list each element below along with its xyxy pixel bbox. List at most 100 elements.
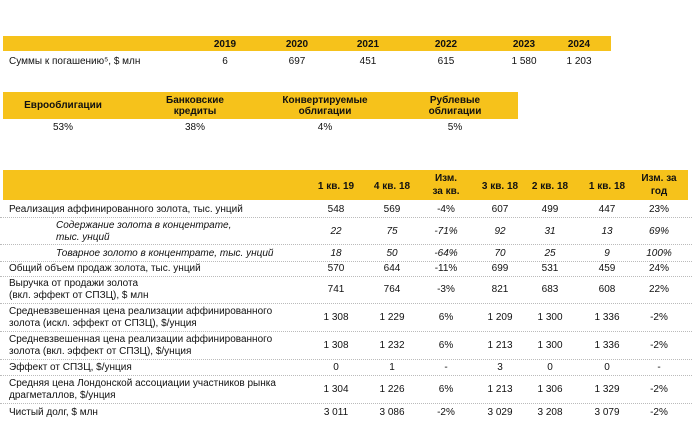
row-label: Эффект от СПЗЦ, $/унция	[9, 362, 132, 373]
debt-share-value: 5%	[447, 122, 463, 133]
cell-value: 570	[327, 263, 345, 274]
cell-value: -11%	[434, 263, 458, 274]
cell-value: 1 306	[537, 384, 563, 395]
year-header: 2019	[213, 39, 237, 50]
cell-value: 3 079	[594, 407, 620, 418]
cell-value: 3 029	[487, 407, 513, 418]
cell-value: 3 208	[537, 407, 563, 418]
cell-value: -2%	[650, 312, 668, 323]
row-label: Товарное золото в концентрате, тыс. унци…	[56, 248, 274, 259]
cell-value: 1 300	[537, 312, 563, 323]
redemption-value: 1 580	[511, 56, 537, 67]
year-header: 2023	[512, 39, 536, 50]
row-divider	[0, 403, 692, 404]
cell-value: 3	[497, 362, 503, 373]
cell-value: 50	[386, 248, 398, 259]
debt-type-header: Конвертируемые облигации	[282, 95, 368, 117]
cell-value: -2%	[650, 340, 668, 351]
row-divider	[0, 331, 692, 332]
cell-value: 25	[544, 248, 556, 259]
cell-value: -2%	[437, 407, 455, 418]
debt-type-header: Рублевые облигации	[428, 95, 482, 117]
debt-share-value: 38%	[184, 122, 205, 133]
period-header: 2 кв. 18	[531, 181, 569, 192]
row-label: Содержание золота в концентрате, тыс. ун…	[56, 220, 232, 243]
cell-value: -71%	[434, 226, 458, 237]
cell-value: 548	[327, 204, 345, 215]
redemption-value: 6	[222, 56, 228, 67]
period-header: 3 кв. 18	[481, 181, 519, 192]
cell-value: 3 086	[379, 407, 405, 418]
year-header: 2022	[434, 39, 458, 50]
period-header: 1 кв. 19	[317, 181, 355, 192]
change-qoq-header: Изм. за кв.	[432, 173, 460, 197]
cell-value: 1 336	[594, 312, 620, 323]
debt-type-header: Банковские кредиты	[166, 95, 224, 117]
cell-value: 24%	[648, 263, 669, 274]
debt-share-value: 4%	[317, 122, 333, 133]
row-divider	[0, 217, 692, 218]
cell-value: 31	[544, 226, 556, 237]
period-header: 1 кв. 18	[588, 181, 626, 192]
cell-value: -64%	[434, 248, 458, 259]
cell-value: -	[657, 362, 661, 373]
row-label: Средняя цена Лондонской ассоциации участ…	[9, 378, 276, 401]
row-divider	[0, 375, 692, 376]
cell-value: 1 209	[487, 312, 513, 323]
cell-value: 6%	[438, 312, 454, 323]
cell-value: 1 232	[379, 340, 405, 351]
cell-value: 6%	[438, 340, 454, 351]
cell-value: 1 213	[487, 384, 513, 395]
row-label: Средневзвешенная цена реализации аффинир…	[9, 334, 273, 357]
cell-value: 741	[327, 284, 345, 295]
cell-value: 1 308	[323, 312, 349, 323]
cell-value: -2%	[650, 384, 668, 395]
cell-value: -	[444, 362, 448, 373]
cell-value: 100%	[646, 248, 672, 259]
cell-value: 1 229	[379, 312, 405, 323]
cell-value: 92	[494, 226, 506, 237]
debt-type-header: Еврооблигации	[24, 100, 102, 111]
cell-value: 1 336	[594, 340, 620, 351]
year-header: 2020	[285, 39, 309, 50]
cell-value: 3 011	[323, 407, 349, 418]
redemptions-header-bar	[3, 36, 611, 51]
row-label: Чистый долг, $ млн	[9, 407, 98, 418]
cell-value: 644	[383, 263, 401, 274]
cell-value: 1 308	[323, 340, 349, 351]
year-header: 2024	[567, 39, 591, 50]
debt-structure-header-bar	[3, 92, 518, 119]
change-yoy-header: Изм. за год	[641, 173, 677, 197]
row-divider	[0, 276, 692, 277]
cell-value: 607	[491, 204, 509, 215]
cell-value: 0	[333, 362, 339, 373]
year-header: 2021	[356, 39, 380, 50]
cell-value: 22%	[648, 284, 669, 295]
redemption-value: 451	[359, 56, 377, 67]
cell-value: 23%	[648, 204, 669, 215]
cell-value: 459	[598, 263, 616, 274]
cell-value: 70	[494, 248, 506, 259]
cell-value: 1 226	[379, 384, 405, 395]
cell-value: 6%	[438, 384, 454, 395]
cell-value: 13	[601, 226, 613, 237]
redemption-value: 1 203	[566, 56, 592, 67]
row-label: Общий объем продаж золота, тыс. унций	[9, 263, 201, 274]
cell-value: 1 304	[323, 384, 349, 395]
cell-value: 0	[547, 362, 553, 373]
cell-value: 447	[598, 204, 616, 215]
cell-value: 699	[491, 263, 509, 274]
results-header-bar	[3, 170, 688, 200]
row-divider	[0, 244, 692, 245]
cell-value: -2%	[650, 407, 668, 418]
cell-value: 1	[389, 362, 395, 373]
cell-value: -4%	[437, 204, 455, 215]
cell-value: 531	[541, 263, 559, 274]
cell-value: 0	[604, 362, 610, 373]
cell-value: 1 329	[594, 384, 620, 395]
cell-value: -3%	[437, 284, 455, 295]
cell-value: 9	[604, 248, 610, 259]
debt-share-value: 53%	[52, 122, 73, 133]
cell-value: 69%	[648, 226, 669, 237]
cell-value: 1 213	[487, 340, 513, 351]
